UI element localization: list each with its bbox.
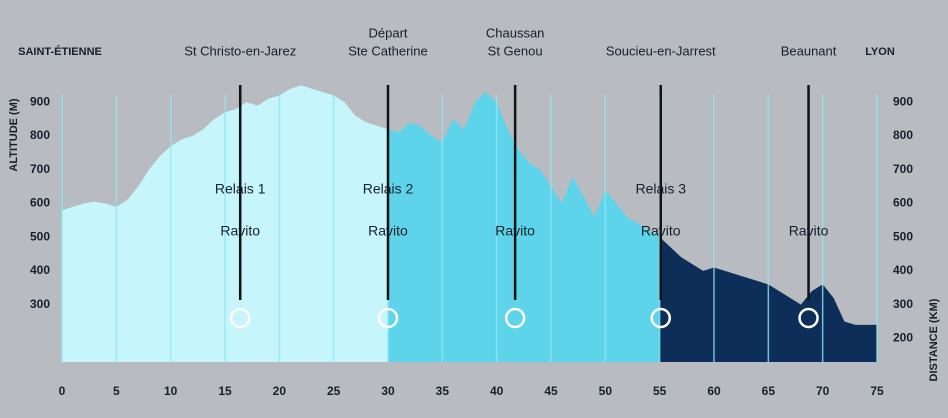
y2-tick-label: 400: [893, 263, 913, 277]
x-tick-label: 50: [599, 384, 613, 398]
y-tick-label: 700: [30, 162, 50, 176]
waypoint-name: Départ: [368, 25, 407, 40]
y-tick-label: 600: [30, 196, 50, 210]
x-tick-label: 5: [113, 384, 120, 398]
waypoint-note: Ravito: [789, 223, 829, 239]
y-tick-label: 300: [30, 297, 50, 311]
x-tick-label: 10: [164, 384, 178, 398]
waypoint-note: Ravito: [641, 223, 681, 239]
waypoint-note: Relais 2: [363, 181, 414, 197]
y2-tick-label: 700: [893, 162, 913, 176]
x-tick-label: 35: [436, 384, 450, 398]
y2-tick-label: 200: [893, 331, 913, 345]
x-tick-label: 30: [381, 384, 395, 398]
x-tick-label: 60: [707, 384, 721, 398]
waypoint-note: Ravito: [220, 223, 260, 239]
waypoint-note: Relais 1: [215, 181, 266, 197]
y2-tick-label: 300: [893, 297, 913, 311]
waypoint-icon: [504, 307, 526, 329]
x-tick-label: 70: [816, 384, 830, 398]
waypoint-icon: [229, 307, 251, 329]
x-tick-label: 45: [544, 384, 558, 398]
y2-tick-label: 500: [893, 229, 913, 243]
x-tick-label: 20: [273, 384, 287, 398]
y-tick-label: 800: [30, 128, 50, 142]
x-tick-label: 25: [327, 384, 341, 398]
waypoint-icon: [798, 307, 819, 329]
waypoint-name: Ste Catherine: [348, 43, 428, 58]
waypoint-note: Relais 3: [635, 181, 686, 197]
waypoint-icon: [377, 307, 399, 329]
y-axis-label: ALTITUDE (M): [8, 98, 20, 171]
waypoint-note: Ravito: [368, 223, 408, 239]
x-tick-label: 40: [490, 384, 504, 398]
y2-tick-label: 600: [893, 196, 913, 210]
waypoint-name: St Christo-en-Jarez: [184, 43, 296, 58]
waypoint-name: Beaunant: [781, 43, 837, 58]
waypoint-name: St Genou: [488, 43, 543, 58]
waypoint-name: Chaussan: [486, 25, 545, 40]
y-tick-label: 400: [30, 263, 50, 277]
x-axis-label: DISTANCE (KM): [928, 298, 940, 381]
x-tick-label: 55: [653, 384, 667, 398]
waypoint-note: Ravito: [495, 223, 535, 239]
end-label: LYON: [865, 46, 895, 58]
x-tick-label: 65: [762, 384, 776, 398]
y2-tick-label: 900: [893, 94, 913, 108]
x-tick-label: 75: [870, 384, 884, 398]
x-tick-label: 0: [59, 384, 66, 398]
waypoint-icon: [650, 307, 672, 329]
y2-tick-label: 800: [893, 128, 913, 142]
y-tick-label: 900: [30, 94, 50, 108]
elevation-area: [388, 92, 660, 362]
x-tick-label: 15: [218, 384, 232, 398]
y-tick-label: 500: [30, 229, 50, 243]
start-label: SAINT-ÉTIENNE: [18, 45, 102, 58]
waypoint-name: Soucieu-en-Jarrest: [606, 43, 716, 58]
